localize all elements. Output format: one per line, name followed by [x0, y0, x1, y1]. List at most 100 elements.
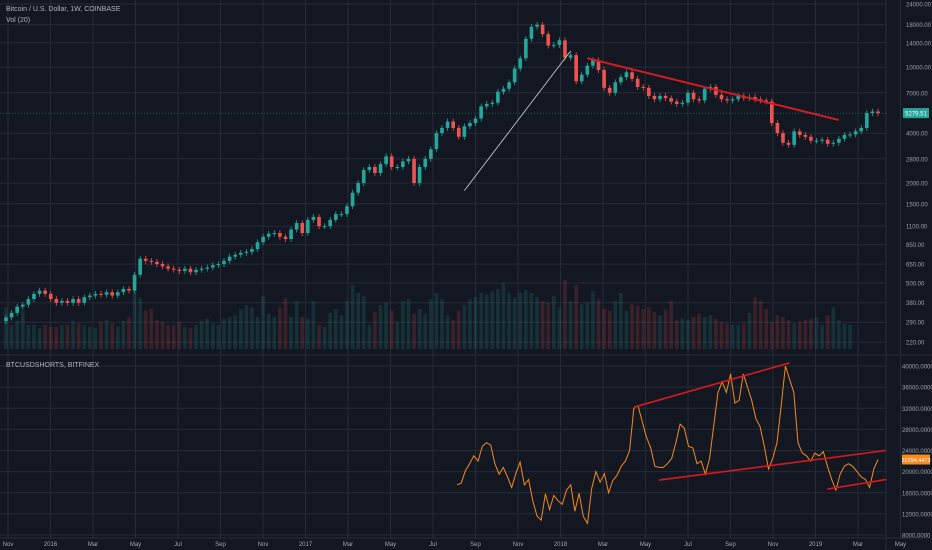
- candle-body: [607, 87, 612, 93]
- candle-body: [775, 123, 780, 134]
- volume-bar: [579, 304, 584, 349]
- candle-body: [132, 274, 137, 291]
- volume-bar: [825, 315, 830, 349]
- candle-body: [529, 26, 534, 39]
- candle-body: [205, 267, 210, 269]
- candle-body: [853, 131, 858, 135]
- candle-body: [479, 106, 483, 119]
- volume-bar: [501, 283, 506, 349]
- volume-bar: [557, 307, 562, 349]
- candle-body: [328, 219, 333, 227]
- candle-body: [238, 252, 243, 255]
- candle-body: [574, 55, 578, 82]
- volume-bar: [138, 297, 142, 349]
- candle-body: [216, 264, 221, 266]
- volume-bar: [211, 323, 215, 349]
- candle-body: [445, 121, 450, 128]
- volume-bar: [37, 328, 42, 349]
- last-price-badge: [903, 108, 929, 119]
- candle-body: [384, 156, 388, 165]
- volume-bar: [417, 309, 422, 349]
- support-line: [827, 478, 887, 490]
- candle-body: [155, 261, 159, 265]
- volume-bar: [238, 309, 243, 349]
- candle-body: [596, 60, 601, 71]
- candle-body: [177, 269, 182, 272]
- volume-bar: [60, 325, 64, 349]
- volume-bar: [551, 296, 556, 349]
- volume-bar: [591, 291, 595, 349]
- volume-bar: [730, 325, 735, 349]
- volume-bar: [283, 297, 288, 349]
- candle-body: [401, 161, 405, 167]
- volume-bar: [602, 309, 606, 349]
- volume-bar: [529, 293, 534, 349]
- volume-bar: [300, 317, 305, 349]
- volume-bar: [797, 321, 802, 349]
- candle-body: [496, 91, 500, 103]
- candle-body: [60, 300, 64, 303]
- volume-bar: [266, 313, 271, 349]
- candle-body: [389, 156, 394, 167]
- candle-body: [674, 101, 679, 104]
- volume-bar: [753, 297, 757, 349]
- candle-body: [429, 149, 433, 159]
- candle-body: [20, 304, 25, 307]
- volume-bar: [384, 302, 388, 349]
- time-tick-label: May: [895, 542, 906, 548]
- volume-bar: [607, 310, 612, 349]
- volume-bar: [194, 325, 198, 349]
- time-tick-label: Sep: [215, 542, 226, 548]
- time-tick-label: 2017: [299, 542, 313, 548]
- candle-body: [4, 317, 8, 322]
- candle-body: [663, 95, 668, 99]
- volume-bar: [820, 325, 824, 349]
- volume-bar: [356, 293, 360, 349]
- candle-body: [412, 158, 416, 184]
- volume-bar: [76, 323, 81, 349]
- time-tick-label: 2019: [809, 542, 823, 548]
- channel-upper-line: [633, 362, 790, 408]
- lower-legend: BTCUSDSHORTS, BITFINEX: [6, 362, 100, 369]
- shorts-tick-label: 24000.0000: [902, 449, 932, 455]
- candle-body: [484, 103, 489, 107]
- candle-body: [456, 127, 461, 137]
- volume-bar: [619, 293, 623, 349]
- volume-bar: [429, 299, 433, 349]
- volume-bar: [294, 301, 299, 349]
- volume-bar: [714, 318, 718, 349]
- time-tick-label: Sep: [470, 542, 481, 548]
- price-tick-label: 4000.00: [906, 132, 928, 138]
- volume-bar: [9, 325, 14, 349]
- volume-bar: [596, 299, 601, 349]
- volume-bar: [574, 285, 578, 349]
- candle-body: [440, 127, 444, 134]
- volume-bar: [792, 323, 796, 349]
- volume-bar: [205, 318, 210, 349]
- volume-bar: [697, 313, 701, 349]
- price-tick-label: 18000.00: [906, 23, 932, 29]
- price-tick-label: 14000.00: [906, 41, 932, 47]
- candle-body: [764, 100, 769, 102]
- candle-body: [423, 158, 428, 167]
- candle-body: [792, 131, 796, 145]
- volume-bar: [48, 326, 53, 349]
- candle-body: [473, 118, 478, 124]
- volume-bar: [848, 325, 852, 349]
- volume-bar: [15, 321, 19, 349]
- volume-bar: [166, 325, 170, 349]
- shorts-value-label: 22294.4473: [901, 458, 930, 464]
- volume-bar: [311, 301, 316, 349]
- candle-body: [32, 293, 36, 300]
- candle-body: [714, 86, 718, 95]
- volume-bar: [535, 297, 539, 349]
- candle-body: [641, 86, 646, 88]
- candle-body: [222, 260, 226, 265]
- volume-bar: [99, 321, 103, 349]
- volume-bar: [563, 280, 567, 349]
- candle-body: [138, 258, 142, 275]
- volume-bar: [507, 293, 511, 349]
- candle-body: [143, 258, 148, 261]
- candle-body: [630, 72, 634, 79]
